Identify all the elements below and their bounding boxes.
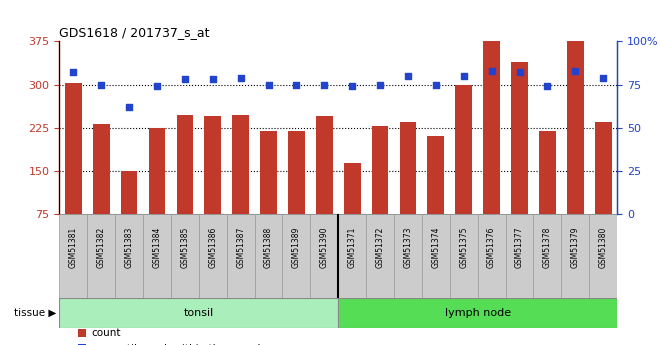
Bar [511,61,528,214]
Bar [533,214,561,298]
Bar [65,83,82,214]
Bar [338,214,366,298]
Bar [143,214,171,298]
Bar [232,115,249,214]
Point [598,75,609,80]
Point [96,82,106,87]
Bar [455,85,472,214]
Bar [205,116,221,214]
Point [207,77,218,82]
Bar [567,41,583,214]
Point [319,82,329,87]
Legend: count, percentile rank within the sample: count, percentile rank within the sample [78,328,267,345]
Bar [595,122,612,214]
Bar [344,163,360,214]
Point [514,70,525,75]
Text: tonsil: tonsil [183,308,214,318]
Bar [115,214,143,298]
Bar [372,126,389,214]
Point [180,77,190,82]
Text: GSM51385: GSM51385 [180,227,189,268]
Bar [288,130,305,214]
Point [124,104,135,110]
Bar [316,116,333,214]
Text: GSM51376: GSM51376 [487,227,496,268]
Bar [87,214,116,298]
Point [68,70,79,75]
Bar [428,136,444,214]
Bar [450,214,478,298]
Point [459,73,469,79]
Point [263,82,274,87]
Point [152,83,162,89]
Bar [589,214,617,298]
Text: GSM51372: GSM51372 [376,227,385,268]
Point [291,82,302,87]
Text: GSM51390: GSM51390 [320,227,329,268]
Point [542,83,552,89]
Bar [260,130,277,214]
Bar [394,214,422,298]
Text: GSM51378: GSM51378 [543,227,552,268]
Bar [121,171,137,214]
Point [375,82,385,87]
Text: GSM51379: GSM51379 [571,227,579,268]
Bar [483,41,500,214]
Bar [478,214,506,298]
Bar [282,214,310,298]
Text: GSM51375: GSM51375 [459,227,468,268]
Text: GSM51383: GSM51383 [125,227,133,268]
Bar [310,214,338,298]
Bar [93,124,110,214]
Point [570,68,581,73]
Bar [338,298,617,328]
Bar [422,214,450,298]
Point [403,73,413,79]
Bar [59,214,87,298]
Point [236,75,246,80]
Point [347,83,358,89]
Text: GSM51384: GSM51384 [152,227,162,268]
Bar [171,214,199,298]
Text: GSM51387: GSM51387 [236,227,245,268]
Text: GSM51373: GSM51373 [403,227,412,268]
Text: GSM51386: GSM51386 [209,227,217,268]
Bar [176,115,193,214]
Text: GSM51380: GSM51380 [599,227,608,268]
Bar [506,214,533,298]
Text: lymph node: lymph node [445,308,511,318]
Text: tissue ▶: tissue ▶ [14,308,56,318]
Bar [366,214,394,298]
Bar [199,214,227,298]
Text: GSM51388: GSM51388 [264,227,273,268]
Point [486,68,497,73]
Text: GSM51377: GSM51377 [515,227,524,268]
Text: GSM51382: GSM51382 [97,227,106,268]
Text: GSM51371: GSM51371 [348,227,356,268]
Text: GDS1618 / 201737_s_at: GDS1618 / 201737_s_at [59,26,210,39]
Text: GSM51389: GSM51389 [292,227,301,268]
Point [430,82,441,87]
Bar [539,130,556,214]
Bar [59,298,338,328]
Bar [561,214,589,298]
Bar [148,128,166,214]
Text: GSM51381: GSM51381 [69,227,78,268]
Bar [399,122,416,214]
Bar [227,214,255,298]
Text: GSM51374: GSM51374 [432,227,440,268]
Bar [255,214,282,298]
